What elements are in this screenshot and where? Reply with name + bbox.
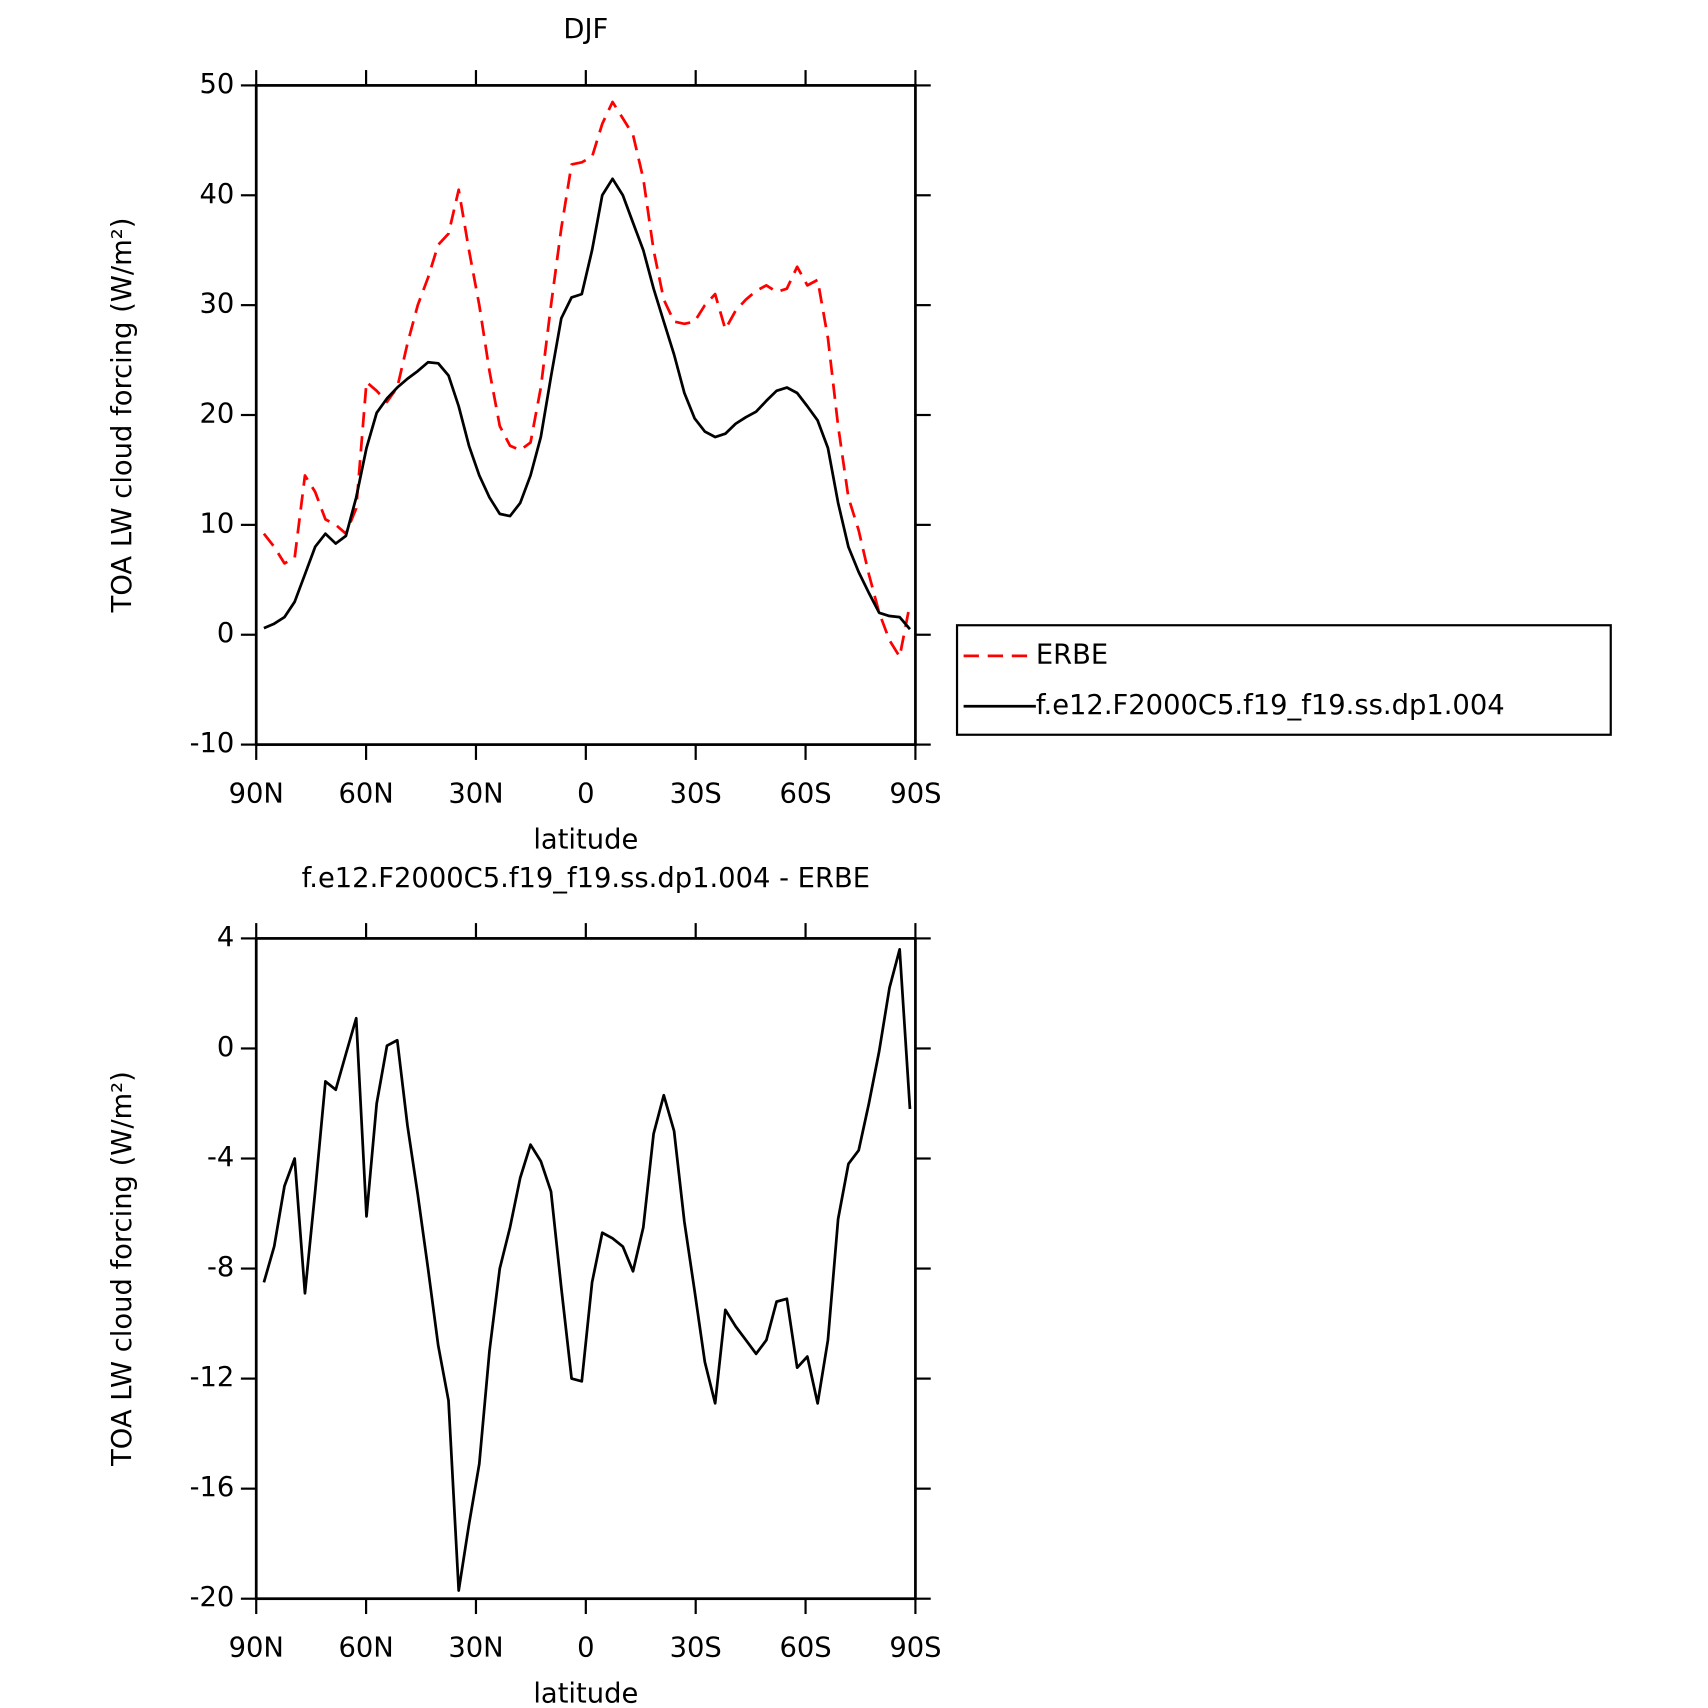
series-line <box>262 947 912 1592</box>
y-axis-label: TOA LW cloud forcing (W/m²) <box>107 1071 138 1467</box>
series-line <box>263 177 911 631</box>
x-tick-label: 90S <box>889 778 941 809</box>
x-tick-label: 60N <box>338 1633 393 1664</box>
x-axis-label: latitude <box>533 824 638 855</box>
x-axis-label: latitude <box>533 1679 638 1708</box>
y-tick-label: 0 <box>217 1032 234 1063</box>
x-tick-label: 30S <box>670 778 722 809</box>
y-tick-label: -16 <box>190 1472 235 1503</box>
x-tick-label: 60S <box>779 1633 831 1664</box>
x-tick-label: 0 <box>577 778 594 809</box>
x-tick-label: 0 <box>577 1633 594 1664</box>
x-tick-label: 60N <box>338 778 393 809</box>
x-tick-label: 30N <box>448 778 503 809</box>
x-tick-label: 30N <box>448 1633 503 1664</box>
chart-title: DJF <box>563 14 608 45</box>
y-tick-label: 40 <box>200 179 235 210</box>
legend-label: f.e12.F2000C5.f19_f19.ss.dp1.004 <box>1036 690 1505 721</box>
y-tick-label: -8 <box>207 1252 234 1283</box>
y-tick-label: -10 <box>190 728 235 759</box>
y-tick-label: 30 <box>200 289 235 320</box>
y-tick-label: -4 <box>207 1142 234 1173</box>
y-tick-label: -20 <box>190 1582 235 1613</box>
legend-label: ERBE <box>1036 639 1108 670</box>
chart-title: f.e12.F2000C5.f19_f19.ss.dp1.004 - ERBE <box>302 863 870 894</box>
x-tick-label: 60S <box>779 778 831 809</box>
y-tick-label: 50 <box>200 69 235 100</box>
y-tick-label: 10 <box>200 508 235 539</box>
y-tick-label: 0 <box>217 618 234 649</box>
x-tick-label: 30S <box>670 1633 722 1664</box>
y-axis-label: TOA LW cloud forcing (W/m²) <box>107 218 138 614</box>
x-tick-label: 90N <box>229 1633 284 1664</box>
plot-frame <box>254 937 917 1601</box>
x-tick-label: 90N <box>229 778 284 809</box>
x-tick-label: 90S <box>889 1633 941 1664</box>
series-line <box>262 100 912 659</box>
y-tick-label: 4 <box>217 922 234 953</box>
y-tick-label: 20 <box>200 399 235 430</box>
y-tick-label: -12 <box>190 1362 235 1393</box>
plot-frame <box>254 84 917 746</box>
legend-box <box>955 624 1612 736</box>
